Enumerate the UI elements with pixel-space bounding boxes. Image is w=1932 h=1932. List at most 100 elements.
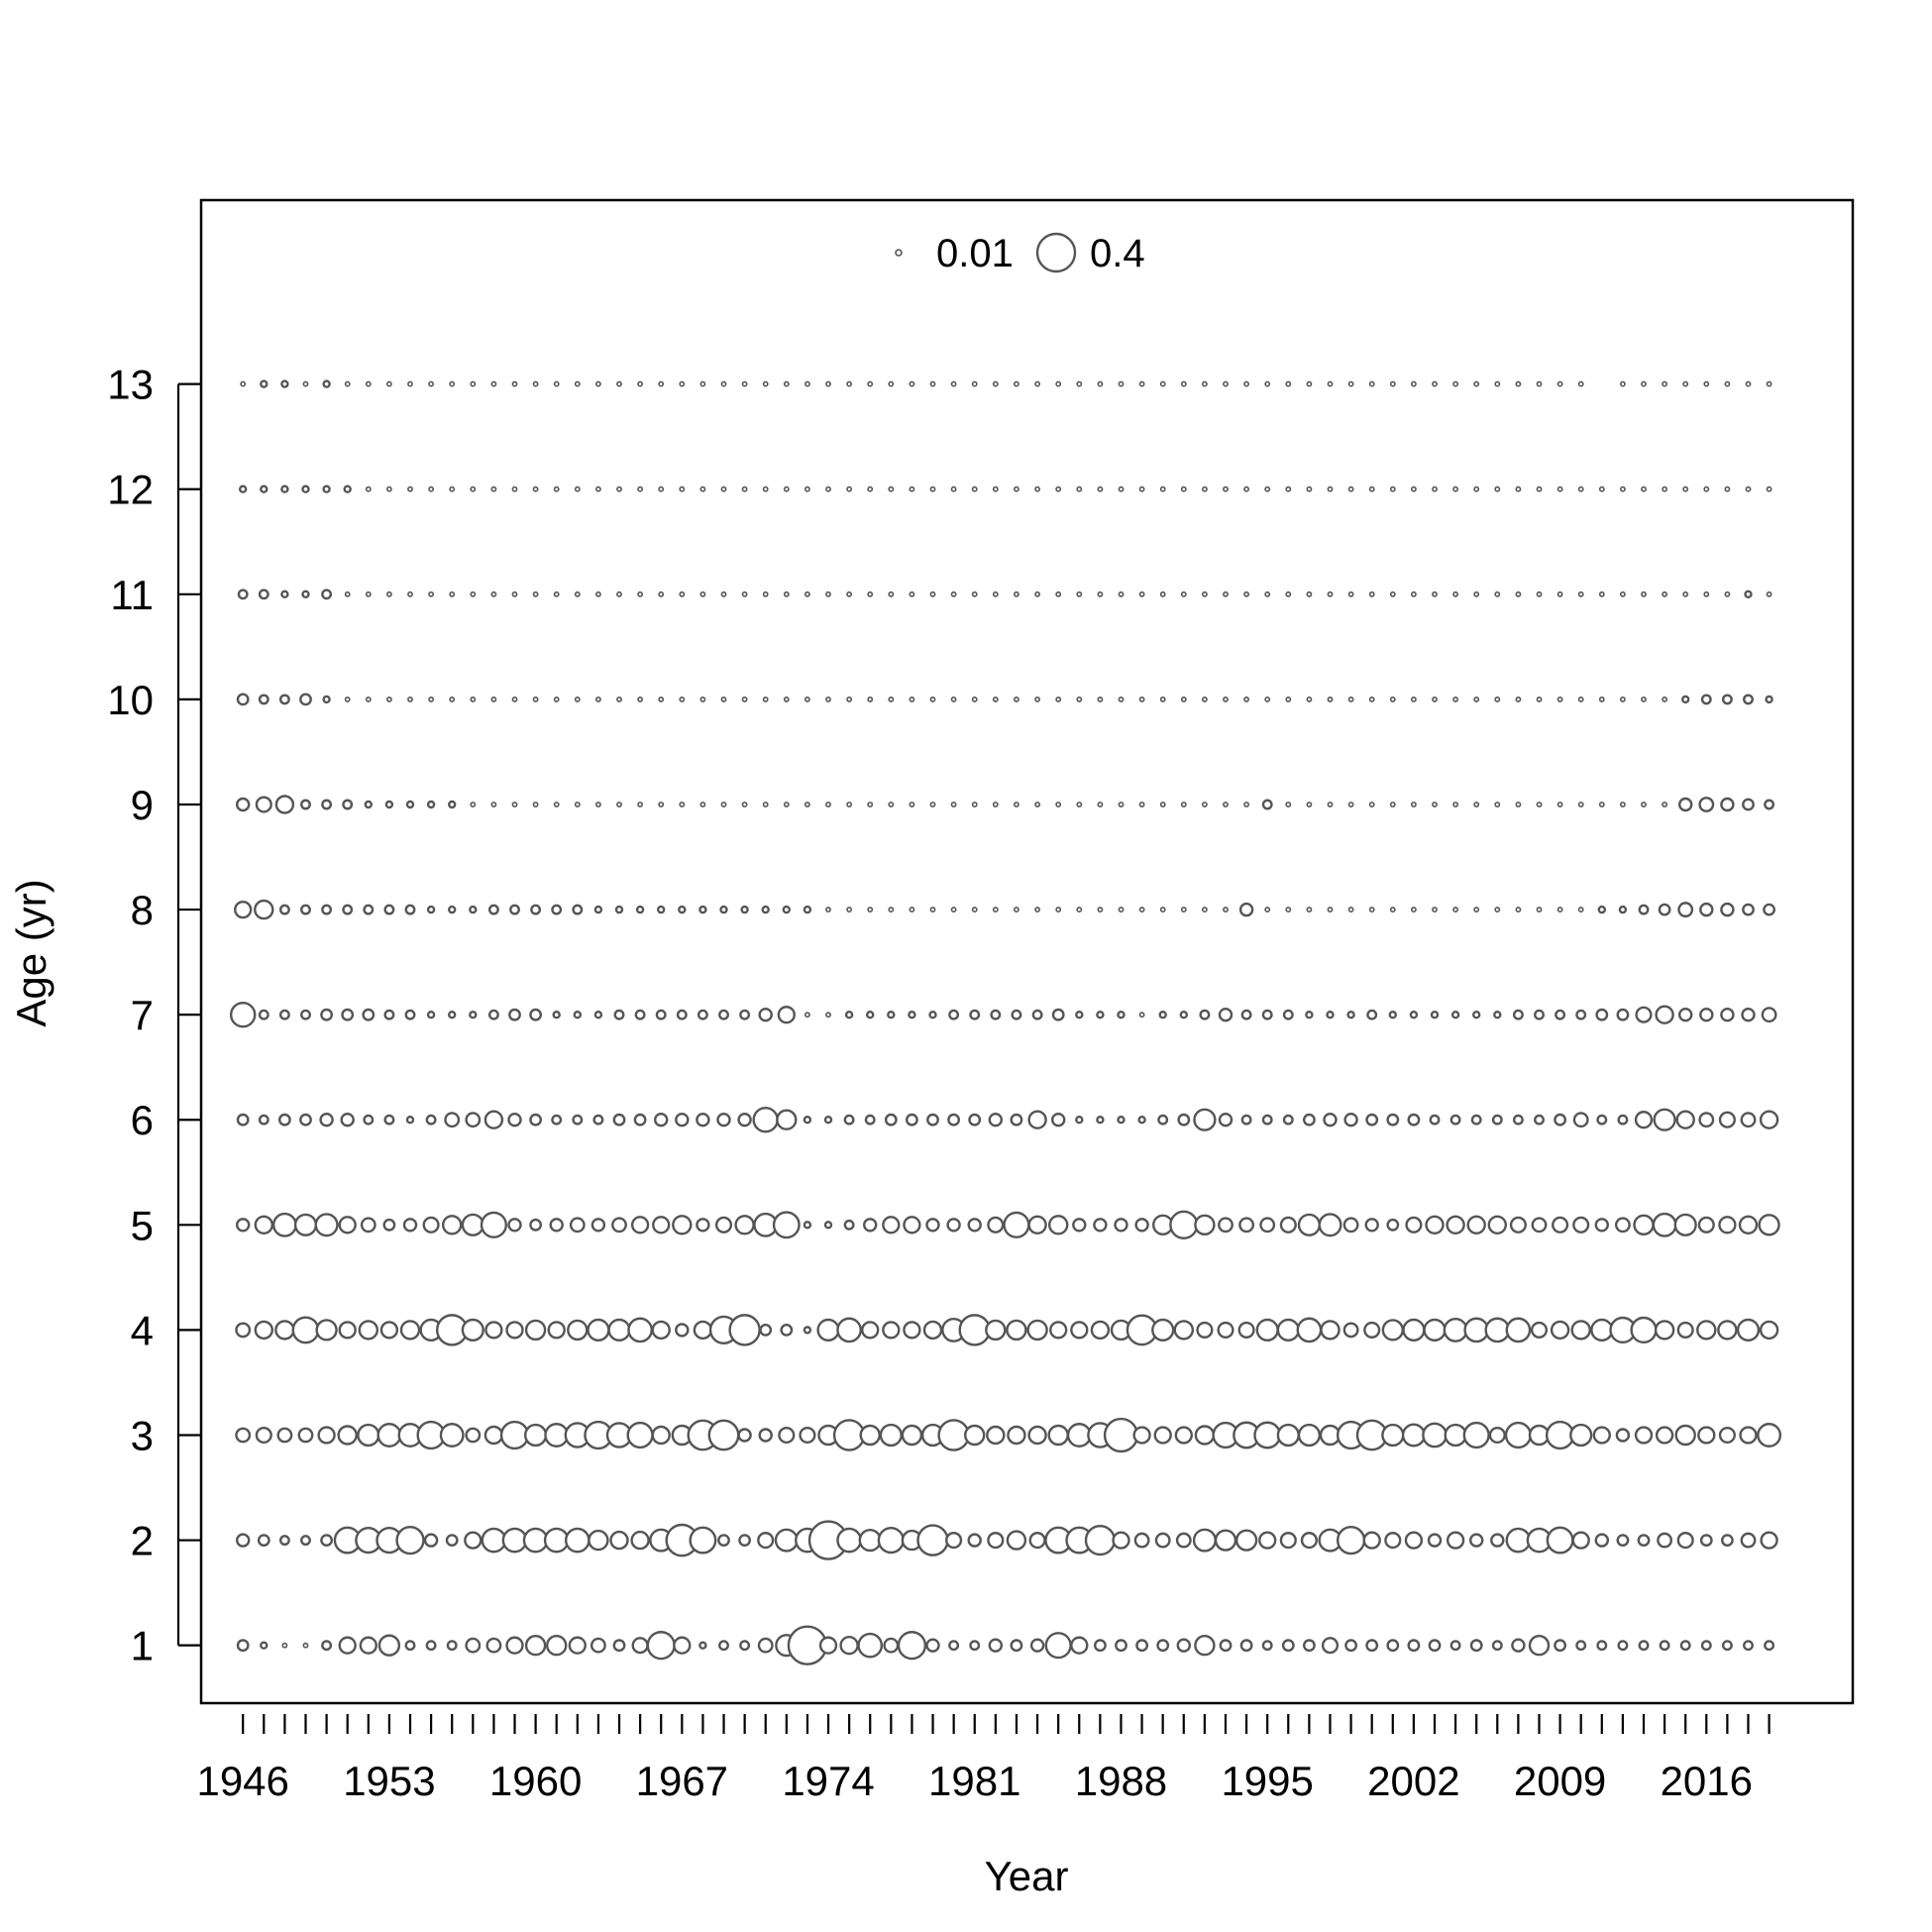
- bubble-age11-1981: [971, 590, 978, 597]
- bubble-age12-1954: [407, 485, 413, 492]
- bubble-age11-1949: [301, 590, 310, 598]
- bubble-age4-1997: [1296, 1317, 1323, 1343]
- bubble-age6-2016: [1698, 1112, 1715, 1128]
- bubble-age10-1990: [1159, 696, 1166, 702]
- bubble-age2-1969: [717, 1534, 730, 1548]
- bubble-age7-1951: [341, 1008, 355, 1021]
- bubble-age11-1973: [804, 590, 810, 597]
- bubble-age5-2000: [1364, 1218, 1379, 1233]
- bubble-age8-2016: [1699, 902, 1714, 917]
- bubble-age11-1962: [574, 590, 581, 597]
- bubble-age10-1963: [594, 696, 601, 702]
- bubble-age4-1972: [780, 1324, 794, 1337]
- bubble-age12-1966: [658, 485, 665, 492]
- bubble-age5-2006: [1487, 1215, 1508, 1235]
- bubble-age12-1948: [280, 484, 289, 493]
- bubble-age7-1958: [487, 1009, 499, 1020]
- bubble-age4-1984: [1026, 1319, 1048, 1342]
- bubble-age6-2003: [1429, 1114, 1441, 1126]
- bubble-age10-1999: [1347, 696, 1354, 702]
- bubble-age6-1948: [277, 1113, 291, 1127]
- bubble-age4-2002: [1402, 1318, 1426, 1342]
- bubble-age3-1948: [276, 1427, 293, 1444]
- legend-symbol-small: [895, 249, 903, 257]
- bubble-age2-1957: [464, 1531, 483, 1550]
- bubble-age1-1986: [1070, 1636, 1089, 1655]
- bubble-age11-1980: [950, 590, 957, 597]
- bubble-age12-1992: [1201, 485, 1208, 492]
- bubble-age11-1984: [1034, 590, 1041, 597]
- bubble-age8-1964: [614, 905, 624, 914]
- bubble-age10-1954: [407, 696, 413, 702]
- bubble-age11-2001: [1389, 590, 1396, 597]
- bubble-age4-2008: [1530, 1321, 1549, 1339]
- bubble-age3-1960: [523, 1423, 548, 1448]
- bubble-age12-2001: [1389, 485, 1396, 492]
- bubble-age1-1956: [446, 1640, 458, 1652]
- bubble-age12-1964: [616, 485, 622, 492]
- bubble-age9-1973: [804, 802, 810, 807]
- bubble-age7-1961: [552, 1010, 561, 1020]
- bubble-age4-1991: [1173, 1320, 1195, 1341]
- bubble-age2-2014: [1657, 1532, 1673, 1549]
- bubble-age5-2014: [1652, 1212, 1677, 1237]
- bubble-age9-1985: [1055, 802, 1062, 807]
- bubble-age11-1957: [470, 590, 477, 597]
- bubble-age12-1988: [1118, 485, 1125, 492]
- bubble-age9-1982: [992, 802, 999, 807]
- bubble-age11-2012: [1619, 590, 1626, 597]
- bubble-age7-1964: [613, 1009, 625, 1020]
- bubble-age6-2011: [1596, 1114, 1608, 1126]
- bubble-age4-1996: [1276, 1318, 1300, 1342]
- bubble-age9-2004: [1452, 802, 1459, 807]
- bubble-age11-1971: [762, 590, 769, 597]
- bubble-age1-1996: [1281, 1639, 1295, 1653]
- bubble-age3-2010: [1569, 1423, 1593, 1448]
- bubble-age6-1991: [1177, 1113, 1191, 1127]
- bubble-age8-1983: [1013, 907, 1020, 913]
- bubble-age6-2000: [1365, 1113, 1379, 1127]
- bubble-age11-1952: [365, 590, 372, 597]
- bubble-age4-1993: [1217, 1321, 1234, 1339]
- bubble-age10-1959: [511, 696, 518, 702]
- bubble-age6-1998: [1323, 1112, 1338, 1127]
- bubble-age4-1973: [803, 1326, 812, 1335]
- bubble-age12-1969: [720, 485, 727, 492]
- bubble-age5-2011: [1594, 1218, 1610, 1233]
- bubble-age12-2018: [1745, 485, 1752, 492]
- bubble-age8-1999: [1347, 907, 1354, 913]
- bubble-age7-2011: [1595, 1008, 1609, 1021]
- bubble-age1-2000: [1365, 1639, 1379, 1653]
- bubble-age11-1956: [449, 590, 456, 597]
- bubble-age13-1982: [992, 380, 999, 387]
- bubble-age8-1985: [1055, 907, 1062, 913]
- bubble-age10-1961: [553, 696, 560, 702]
- bubble-age9-1968: [699, 802, 706, 807]
- bubble-age9-2015: [1677, 797, 1693, 812]
- bubble-age5-1979: [925, 1218, 940, 1233]
- bubble-age5-2008: [1531, 1217, 1548, 1234]
- bubble-age9-1997: [1306, 802, 1313, 807]
- bubble-age8-1986: [1076, 907, 1083, 913]
- bubble-age11-1953: [385, 590, 392, 597]
- bubble-age2-1961: [543, 1527, 570, 1554]
- bubble-age1-1990: [1156, 1639, 1170, 1653]
- bubble-age9-1981: [971, 802, 978, 807]
- bubble-age9-1977: [888, 802, 895, 807]
- bubble-age8-2009: [1556, 907, 1563, 913]
- bubble-age13-1949: [302, 380, 309, 387]
- bubble-age6-2018: [1740, 1112, 1757, 1128]
- bubble-age12-1975: [846, 485, 853, 492]
- bubble-age9-1976: [867, 802, 874, 807]
- bubble-age7-1960: [529, 1008, 542, 1021]
- bubble-age1-2004: [1449, 1640, 1461, 1652]
- bubble-age4-1976: [861, 1321, 880, 1340]
- bubble-age11-1995: [1264, 590, 1271, 597]
- y-tick-label: 12: [107, 467, 154, 513]
- bubble-age6-1995: [1261, 1114, 1273, 1126]
- bubble-age10-2010: [1577, 696, 1584, 702]
- bubble-age7-1952: [362, 1008, 376, 1021]
- bubble-age13-1965: [637, 380, 644, 387]
- bubble-age5-1970: [734, 1215, 755, 1235]
- bubble-age6-1966: [653, 1112, 669, 1127]
